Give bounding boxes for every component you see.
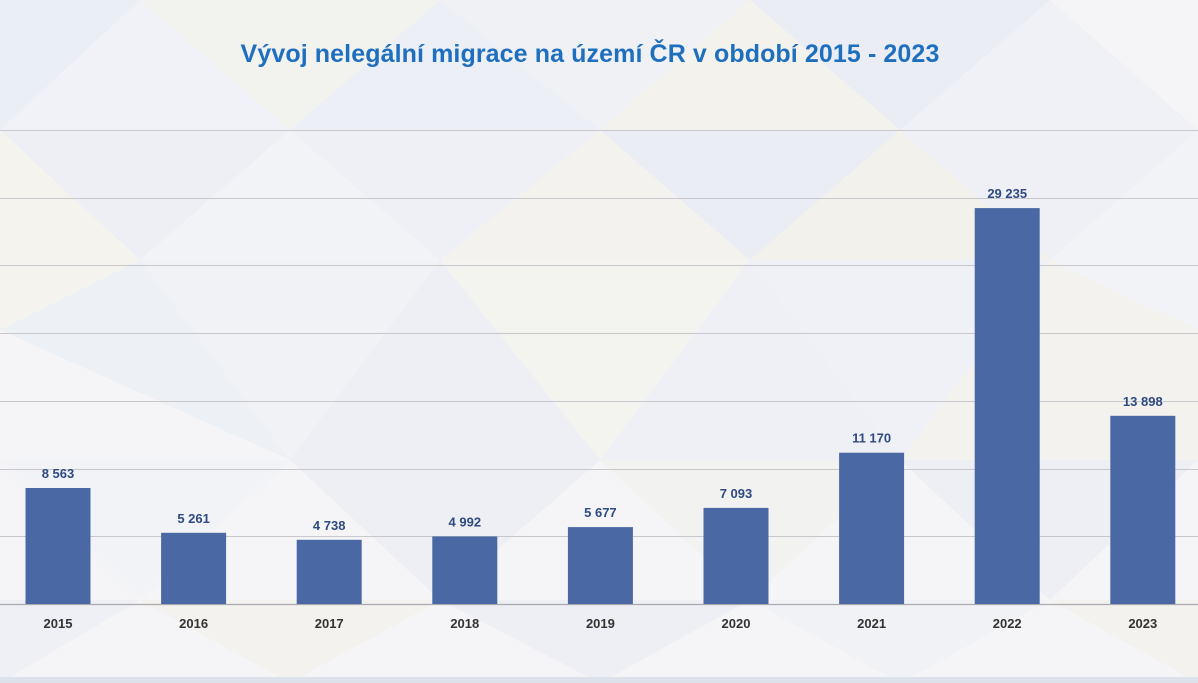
data-label-2018: 4 992	[449, 514, 482, 529]
bars	[25, 208, 1176, 604]
bottom-strip	[0, 677, 1198, 683]
bar-2018	[432, 536, 498, 604]
bar-2021	[839, 452, 905, 604]
data-label-2019: 5 677	[584, 505, 617, 520]
data-label-2020: 7 093	[720, 486, 753, 501]
data-labels: 8 563 5 261 4 738 4 992 5 677 7 093 11 170 29 2…	[42, 186, 1163, 533]
data-label-2017: 4 738	[313, 518, 346, 533]
x-tick-label-2022: 2022	[993, 616, 1022, 631]
bar-2019	[567, 527, 633, 604]
x-tick-label-2023: 2023	[1128, 616, 1157, 631]
bar-2017	[296, 539, 362, 604]
x-tick-label-2017: 2017	[315, 616, 344, 631]
bar-2022	[974, 208, 1040, 604]
x-tick-label-2018: 2018	[450, 616, 479, 631]
x-tick-label-2020: 2020	[722, 616, 751, 631]
data-label-2016: 5 261	[177, 511, 210, 526]
x-tick-label-2016: 2016	[179, 616, 208, 631]
bar-2023	[1110, 415, 1176, 604]
data-label-2023: 13 898	[1123, 394, 1163, 409]
x-tick-label-2019: 2019	[586, 616, 615, 631]
data-label-2015: 8 563	[42, 466, 75, 481]
data-label-2021: 11 170	[852, 431, 891, 446]
x-axis-tick-labels: 2015 2016 2017 2018 2019 2020 2021 2022 2023	[44, 616, 1158, 631]
bar-2016	[161, 532, 227, 604]
x-tick-label-2021: 2021	[857, 616, 886, 631]
bar-2020	[703, 507, 769, 604]
chart-title: Vývoj nelegální migrace na území ČR v ob…	[240, 40, 940, 68]
data-label-2022: 29 235	[987, 186, 1027, 201]
x-tick-label-2015: 2015	[44, 616, 73, 631]
bar-2015	[25, 488, 91, 604]
